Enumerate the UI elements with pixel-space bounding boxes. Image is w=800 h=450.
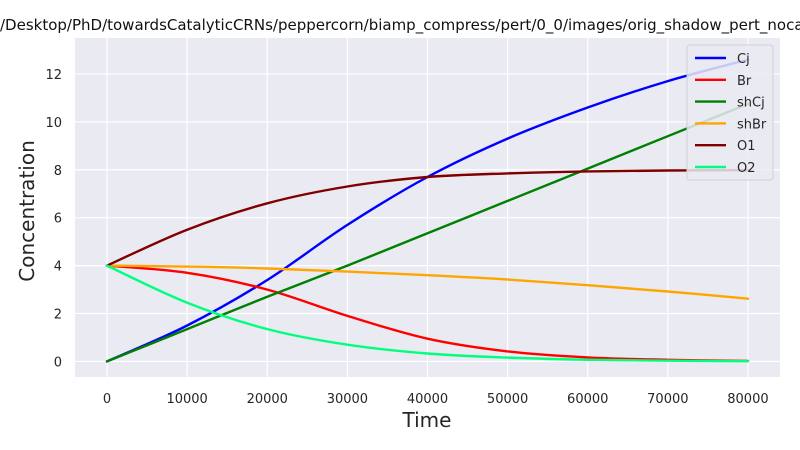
legend-item-o2: O2 <box>695 161 756 176</box>
x-tick-label: 40000 <box>407 392 448 407</box>
x-tick-label: 10000 <box>166 392 207 407</box>
x-tick-label: 70000 <box>647 392 688 407</box>
series-lines <box>105 58 750 363</box>
y-axis-label: Concentration <box>15 140 39 281</box>
y-tick-label: 2 <box>54 308 62 323</box>
x-tick-label: 60000 <box>567 392 608 407</box>
y-tick-label: 4 <box>54 260 62 275</box>
series-line-o2 <box>105 264 750 363</box>
legend-item-shbr: shBr <box>695 117 767 132</box>
legend-item-cj: Cj <box>695 52 750 67</box>
x-tick-label: 30000 <box>327 392 368 407</box>
legend-label: O2 <box>737 161 756 176</box>
series-line-br <box>105 264 750 363</box>
x-tick-label: 20000 <box>247 392 288 407</box>
legend-box <box>686 44 774 181</box>
legend-label: shBr <box>737 117 767 132</box>
legend-item-o1: O1 <box>695 139 756 154</box>
y-tick-label: 12 <box>45 68 62 83</box>
legend-item-br: Br <box>695 74 752 89</box>
y-tick-label: 6 <box>54 212 62 227</box>
legend-label: shCj <box>737 96 765 111</box>
series-line-shcj <box>105 102 750 363</box>
y-tick-label: 10 <box>45 116 62 131</box>
legend-label: Br <box>737 74 752 89</box>
y-tick-label: 8 <box>54 164 62 179</box>
axis-ticks: 0 10000 20000 30000 40000 50000 60000 70000 8000… <box>45 68 768 407</box>
x-tick-label: 0 <box>103 392 111 407</box>
legend-label: Cj <box>737 52 750 67</box>
y-tick-label: 0 <box>54 355 62 370</box>
series-line-o1 <box>105 169 750 267</box>
x-tick-label: 50000 <box>487 392 528 407</box>
series-line-shbr <box>105 264 750 300</box>
legend-label: O1 <box>737 139 756 154</box>
x-axis-label: Time <box>402 408 452 432</box>
x-tick-label: 80000 <box>727 392 768 407</box>
legend-item-shcj: shCj <box>695 96 765 111</box>
legend: Cj Br shCj shBr O1 O2 <box>686 44 774 181</box>
chart-title: /Desktop/PhD/towardsCatalyticCRNs/pepper… <box>0 16 800 35</box>
